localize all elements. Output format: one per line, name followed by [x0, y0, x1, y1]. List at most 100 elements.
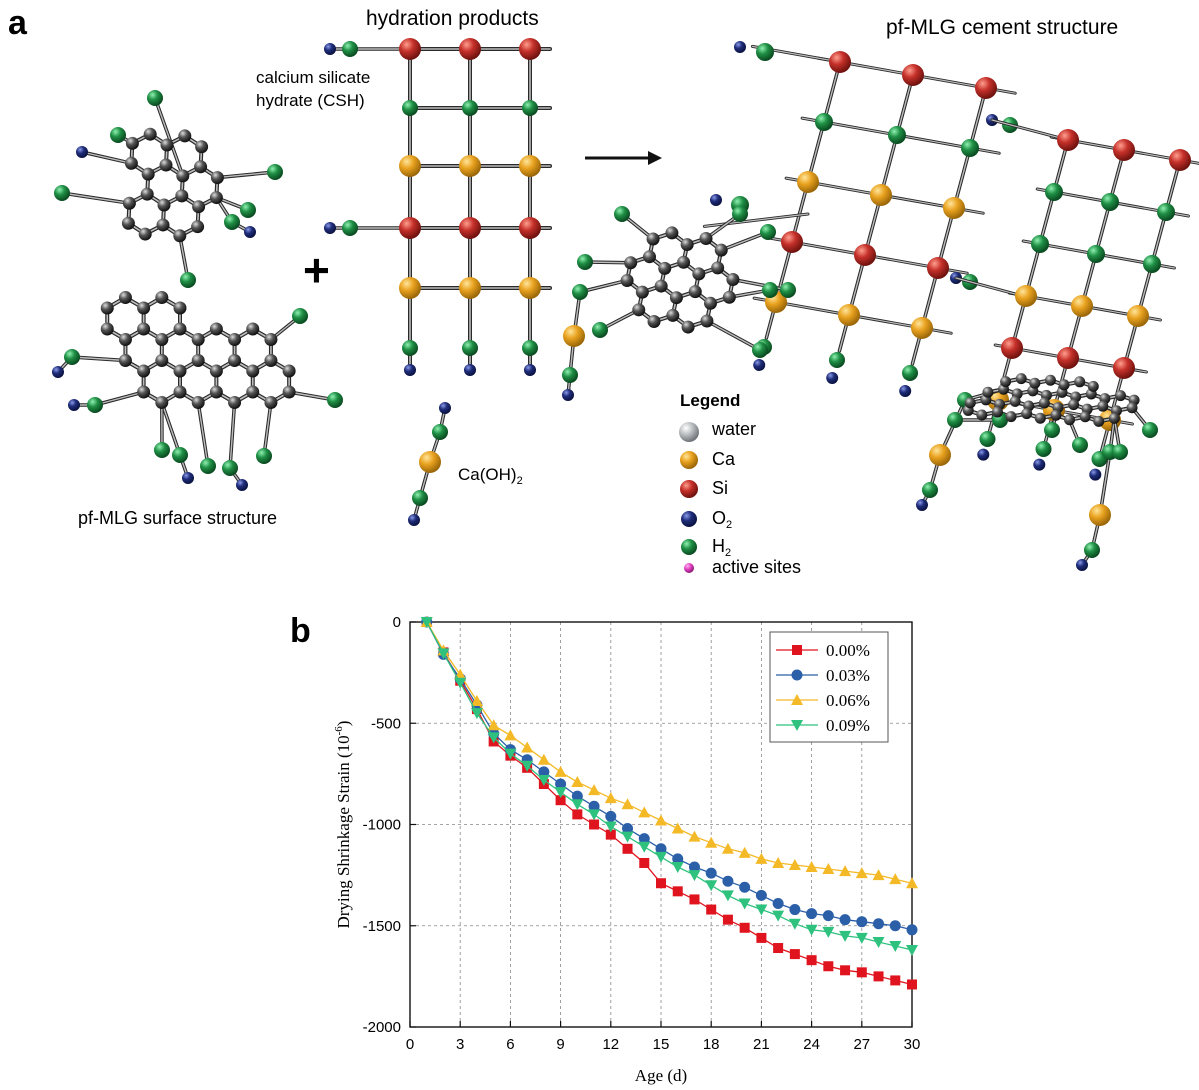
bond-highlight: [197, 401, 209, 467]
data-point: [671, 822, 684, 834]
x-tick-label: 18: [703, 1036, 720, 1053]
carbon-atom: [209, 385, 223, 399]
data-point: [621, 831, 634, 843]
silicon-atom: [399, 217, 421, 239]
bond-highlight: [94, 391, 145, 406]
carbon-atom: [1029, 377, 1041, 389]
hydrogen-atom: [1044, 422, 1060, 438]
data-point: [588, 809, 601, 821]
data-point: [470, 694, 483, 706]
calcium-atom: [1015, 285, 1037, 307]
carbon-atom: [1068, 399, 1080, 411]
carbon-atom: [646, 232, 660, 246]
legend-swatch-3: [681, 511, 697, 527]
y-tick-label: -500: [371, 715, 401, 732]
hydrogen-atom: [240, 202, 256, 218]
carbon-atom: [155, 354, 169, 367]
carbon-atom: [688, 285, 702, 299]
bond-highlight: [720, 231, 769, 251]
data-point: [572, 809, 583, 820]
data-point: [889, 920, 901, 932]
csh-label-line1: calcium silicate: [256, 68, 370, 87]
legend-label-4: H2: [712, 536, 731, 559]
hydrogen-atom: [402, 100, 418, 116]
data-point: [621, 798, 634, 810]
data-point: [705, 867, 717, 879]
data-point: [872, 869, 885, 881]
data-point: [672, 853, 684, 865]
data-point: [622, 843, 633, 854]
hydrogen-atom: [979, 431, 996, 447]
hydrogen-atom: [292, 308, 308, 324]
calcium-atom: [459, 277, 481, 299]
cement-structure-title: pf-MLG cement structure: [886, 16, 1118, 39]
calcium-atom: [519, 155, 541, 177]
calcium-atom: [519, 277, 541, 299]
oxygen-atom: [408, 514, 420, 526]
hydrogen-atom: [961, 139, 979, 157]
bond-highlight: [263, 401, 272, 457]
hydrogen-atom: [432, 424, 448, 440]
carbon-atom: [124, 156, 138, 170]
oxygen-atom: [1033, 458, 1046, 471]
silicon-atom: [459, 38, 481, 60]
carbon-atom: [282, 385, 296, 399]
oxygen-atom: [464, 364, 476, 376]
data-point: [822, 926, 835, 938]
oxygen-atom: [826, 372, 839, 384]
hydrogen-atom: [562, 367, 578, 383]
data-point: [588, 784, 601, 796]
carbon-atom: [228, 396, 242, 409]
carbon-atom: [264, 333, 278, 346]
carbon-atom: [191, 333, 205, 346]
carbon-atom: [210, 171, 224, 185]
hydrogen-atom: [1084, 542, 1100, 558]
carbon-atom: [100, 301, 114, 315]
data-point: [521, 741, 534, 753]
silicon-atom: [399, 38, 421, 60]
hydrogen-atom: [756, 43, 774, 61]
legend-label-0: water: [711, 419, 756, 439]
carbon-atom: [122, 196, 136, 210]
x-tick-label: 9: [556, 1036, 564, 1053]
legend-label-1: Ca: [712, 449, 736, 469]
hydrogen-atom: [592, 322, 608, 338]
data-point: [554, 787, 567, 799]
hydration-products-title: hydration products: [366, 7, 539, 30]
y-axis-label: Drying Shrinkage Strain (10-6): [333, 721, 353, 929]
carbon-atom: [654, 279, 668, 293]
silicon-atom: [459, 217, 481, 239]
oxygen-atom: [76, 146, 88, 158]
pf-mlg-surface-molecules: [52, 90, 343, 491]
carbon-atom: [137, 385, 151, 399]
bond-highlight: [229, 401, 236, 469]
carbon-atom: [173, 322, 187, 336]
data-point: [906, 924, 918, 936]
hydrogen-atom: [462, 100, 478, 116]
data-point: [788, 859, 801, 870]
carbon-atom: [681, 320, 695, 334]
oxygen-atom: [1089, 468, 1102, 481]
hydrogen-atom: [947, 412, 963, 428]
silicon-atom: [1001, 337, 1023, 359]
data-point: [722, 914, 733, 925]
data-point: [889, 873, 902, 885]
carbon-atom: [209, 191, 223, 205]
data-point: [538, 766, 550, 778]
y-tick-label: 0: [393, 614, 401, 631]
carbon-atom: [699, 232, 713, 246]
carbon-atom: [991, 406, 1003, 418]
chart-legend: 0.00% 0.03% 0.06% 0.09%: [769, 631, 889, 743]
data-point: [738, 846, 751, 858]
carbon-atom: [175, 189, 189, 203]
hydrogen-atom: [342, 41, 358, 57]
oxygen-atom: [710, 194, 722, 206]
legend-swatch-0: [679, 422, 699, 442]
data-point: [571, 775, 584, 787]
data-point: [487, 732, 500, 744]
carbon-atom: [1038, 397, 1050, 409]
x-tick-label: 6: [506, 1036, 514, 1053]
oxygen-atom: [324, 222, 336, 234]
carbon-atom: [282, 364, 296, 378]
